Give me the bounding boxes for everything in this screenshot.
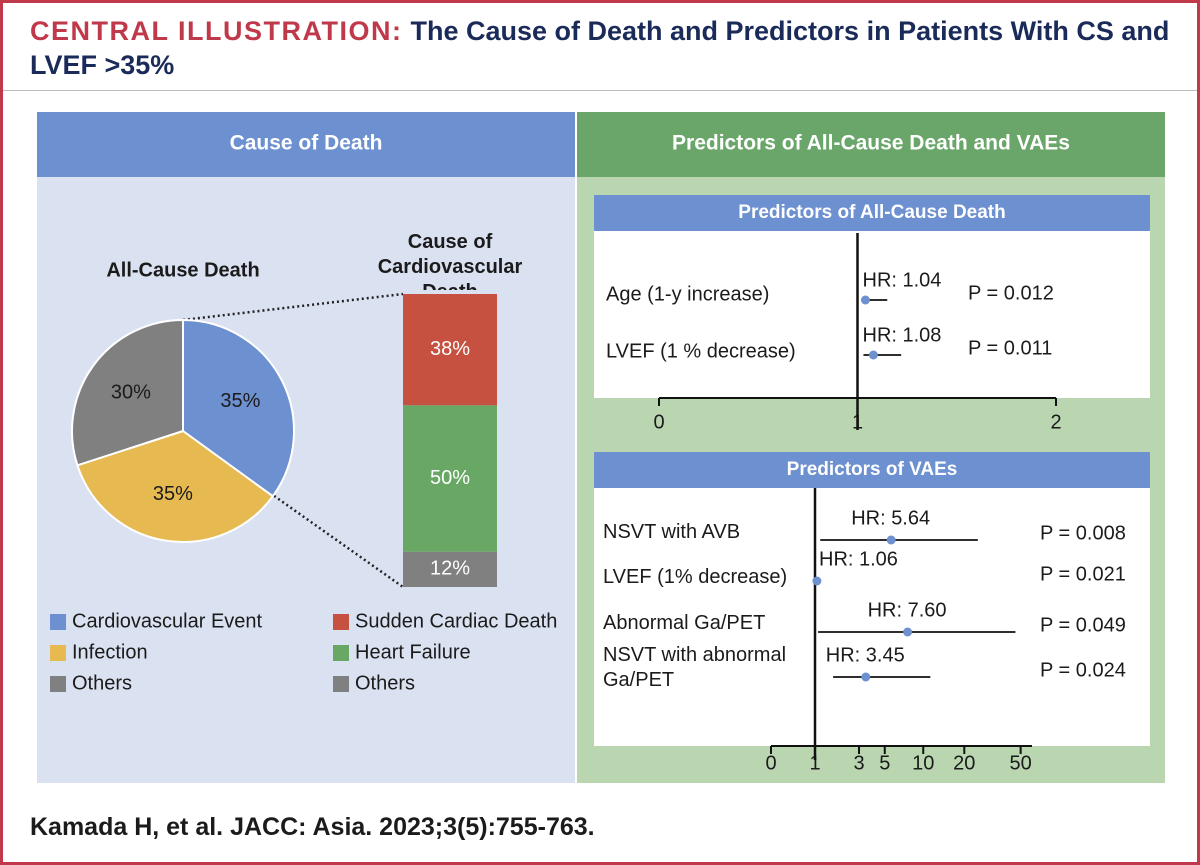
connector	[269, 491, 404, 589]
bar-segment	[403, 294, 497, 406]
x-tick-label: 2	[1050, 411, 1061, 433]
slice-label: 35%	[220, 390, 260, 412]
segment-label: 50%	[430, 467, 470, 489]
point	[812, 576, 822, 586]
hr-label: HR: 1.06	[819, 548, 898, 570]
connector	[182, 292, 404, 322]
legend-swatch	[333, 676, 349, 692]
bar-segment	[403, 551, 497, 587]
x-tick-label: 1	[809, 753, 820, 775]
x-tick-label: 3	[853, 753, 864, 775]
x-tick-label: 20	[953, 753, 975, 775]
header-rule	[3, 90, 1197, 91]
legend-swatch	[50, 645, 66, 661]
row-label: Abnormal Ga/PET	[603, 612, 766, 634]
right-panel-header	[577, 112, 1165, 177]
p-label: P = 0.008	[1040, 522, 1126, 544]
x-tick-label: 50	[1010, 753, 1032, 775]
pie-slice	[182, 318, 295, 498]
slice-label: 35%	[153, 483, 193, 505]
legend-swatch	[50, 676, 66, 692]
forest-box	[594, 452, 1150, 746]
x-tick-label: 0	[653, 411, 664, 433]
citation: Kamada H, et al. JACC: Asia. 2023;3(5):7…	[30, 813, 595, 841]
point	[868, 350, 878, 360]
p-label: P = 0.012	[968, 282, 1054, 304]
forest-header	[594, 195, 1150, 231]
segment-label: 12%	[430, 558, 470, 580]
p-label: P = 0.011	[968, 337, 1052, 359]
point	[886, 535, 896, 545]
legend-swatch	[333, 614, 349, 630]
row-label-box: LVEF (1% decrease)	[603, 566, 788, 588]
legend-swatch	[50, 614, 66, 630]
row-label: NSVT with AVB	[603, 521, 741, 543]
row-label-box: NSVT with abnormal Ga/PET	[603, 644, 787, 691]
x-tick-label: 5	[879, 753, 890, 775]
header-title: The Cause of Death and Predictors in Pat…	[30, 16, 1170, 80]
left-panel-header	[37, 112, 575, 177]
pie-slice	[76, 429, 275, 543]
legend-label: Sudden Cardiac Death	[355, 610, 557, 632]
header: CENTRAL ILLUSTRATION: The Cause of Death …	[30, 14, 1170, 82]
hr-label: HR: 7.60	[868, 599, 947, 621]
legend-label: Others	[355, 672, 415, 694]
bar-title-box: Cause of Cardiovascular Death	[377, 231, 523, 290]
point	[860, 295, 870, 305]
segment-label: 38%	[430, 338, 470, 360]
p-label: P = 0.021	[1040, 563, 1126, 585]
row-label: NSVT with abnormal Ga/PET	[603, 644, 787, 691]
x-tick-label: 0	[765, 753, 776, 775]
hr-label: HR: 1.04	[863, 269, 942, 291]
legend-label: Cardiovascular Event	[72, 610, 263, 632]
pie-slice	[71, 318, 184, 467]
forest-title: Predictors of VAEs	[787, 459, 958, 480]
right-panel-title: Predictors of All-Cause Death and VAEs	[672, 132, 1070, 155]
x-tick-label: 10	[912, 753, 934, 775]
legend-swatch	[333, 645, 349, 661]
point	[903, 627, 913, 637]
p-label: P = 0.024	[1040, 659, 1126, 681]
header-label: CENTRAL ILLUSTRATION:	[30, 16, 403, 46]
hr-label: HR: 3.45	[826, 644, 905, 666]
bar-segment	[403, 405, 497, 552]
point	[861, 672, 871, 682]
forest-header	[594, 452, 1150, 488]
hr-label: HR: 5.64	[851, 507, 930, 529]
left-panel-title: Cause of Death	[230, 132, 383, 155]
bar-title: Cause of Cardiovascular Death	[377, 231, 523, 290]
slice-label: 30%	[111, 381, 151, 403]
legend-label: Others	[72, 672, 132, 694]
row-label: LVEF (1 % decrease)	[606, 340, 796, 362]
p-label: P = 0.049	[1040, 614, 1126, 636]
pie-title: All-Cause Death	[106, 259, 259, 281]
row-label-box: Abnormal Ga/PET	[603, 612, 766, 634]
row-label-box: NSVT with AVB	[603, 521, 741, 543]
row-label: Age (1-y increase)	[606, 283, 769, 305]
legend-label: Infection	[72, 641, 148, 663]
hr-label: HR: 1.08	[863, 324, 942, 346]
legend-label: Heart Failure	[355, 641, 471, 663]
forest-title: Predictors of All-Cause Death	[738, 202, 1005, 223]
row-label: LVEF (1% decrease)	[603, 566, 788, 588]
